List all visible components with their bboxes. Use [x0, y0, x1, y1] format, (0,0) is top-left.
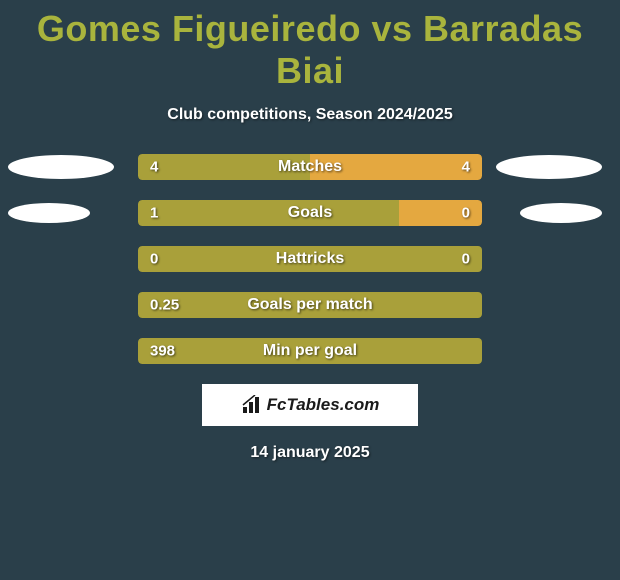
comparison-chart: Matches 4 4 Goals 1 0 Hattricks 0 0 Goals per mat… — [0, 154, 620, 364]
bar-chart-icon — [241, 395, 263, 415]
value-player1: 4 — [150, 159, 158, 176]
subtitle: Club competitions, Season 2024/2025 — [0, 106, 620, 124]
value-player2: 4 — [462, 159, 470, 176]
watermark-text: FcTables.com — [267, 395, 380, 415]
watermark: FcTables.com — [202, 384, 418, 426]
bar-player1 — [138, 200, 399, 226]
date-label: 14 january 2025 — [0, 444, 620, 462]
value-player1: 398 — [150, 343, 175, 360]
marker-ellipse — [496, 155, 602, 179]
bar-track: Goals per match 0.25 — [138, 292, 482, 318]
stat-label: Goals per match — [247, 296, 372, 314]
stat-label: Hattricks — [276, 250, 344, 268]
bar-track: Min per goal 398 — [138, 338, 482, 364]
marker-ellipse — [8, 155, 114, 179]
value-player2: 0 — [462, 251, 470, 268]
marker-ellipse — [8, 203, 90, 223]
stat-label: Goals — [288, 204, 332, 222]
bar-track: Goals 1 0 — [138, 200, 482, 226]
page-title: Gomes Figueiredo vs Barradas Biai — [0, 0, 620, 92]
stat-row: Goals per match 0.25 — [0, 292, 620, 318]
value-player1: 1 — [150, 205, 158, 222]
marker-ellipse — [520, 203, 602, 223]
bar-track: Matches 4 4 — [138, 154, 482, 180]
stat-row: Hattricks 0 0 — [0, 246, 620, 272]
stat-row: Matches 4 4 — [0, 154, 620, 180]
bar-track: Hattricks 0 0 — [138, 246, 482, 272]
stat-label: Matches — [278, 158, 342, 176]
stat-row: Goals 1 0 — [0, 200, 620, 226]
value-player1: 0 — [150, 251, 158, 268]
value-player1: 0.25 — [150, 297, 179, 314]
stat-row: Min per goal 398 — [0, 338, 620, 364]
value-player2: 0 — [462, 205, 470, 222]
stat-label: Min per goal — [263, 342, 357, 360]
